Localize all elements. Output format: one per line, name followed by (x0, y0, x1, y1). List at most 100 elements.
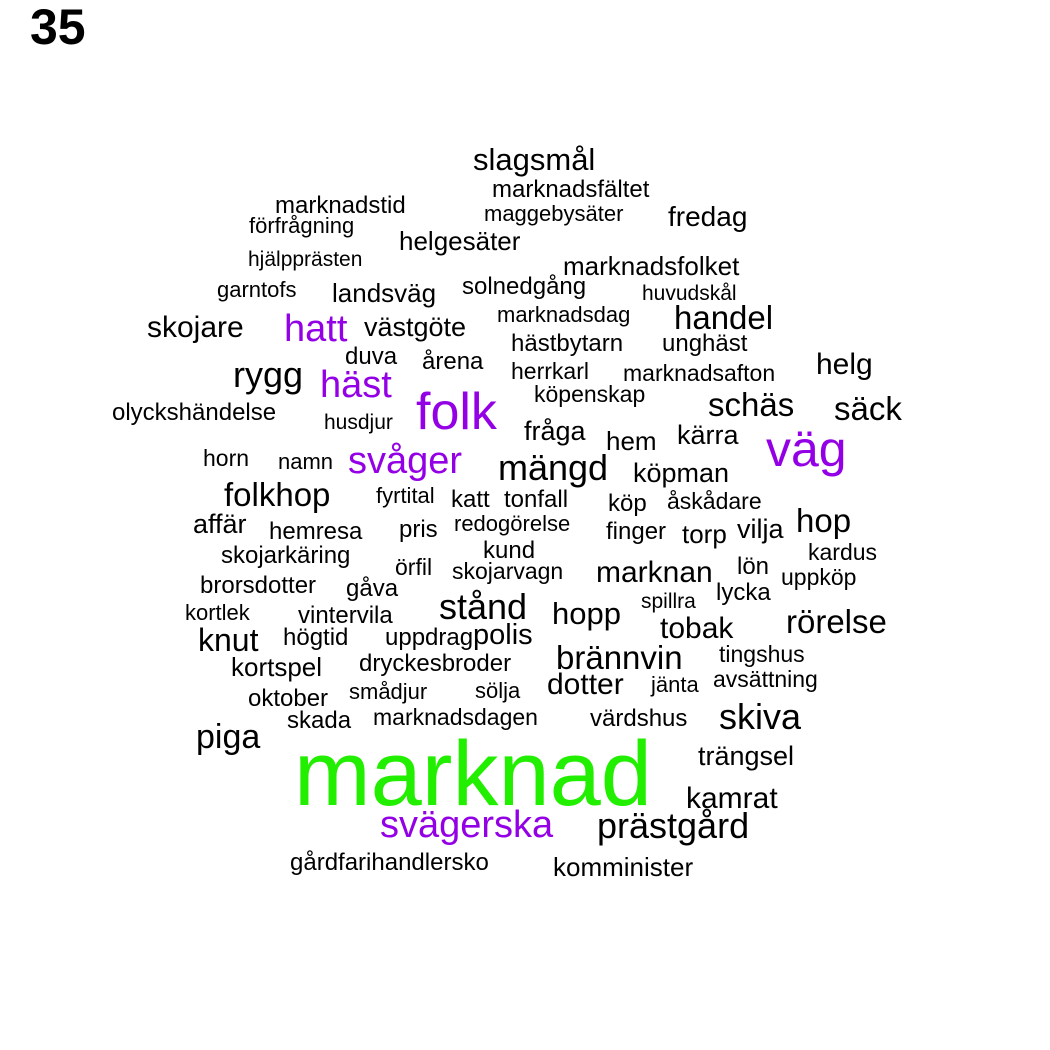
cloud-word: mängd (498, 447, 609, 488)
cloud-word: högtid (283, 624, 349, 651)
cloud-word: kortlek (185, 600, 250, 625)
cloud-word: rörelse (786, 603, 887, 640)
cloud-word: polis (473, 619, 533, 651)
cloud-word: tobak (660, 612, 734, 645)
cloud-word: marknadsfältet (492, 176, 650, 203)
cloud-word: kortspel (231, 652, 323, 682)
cloud-word: finger (606, 518, 667, 545)
cloud-word: oktober (248, 685, 329, 712)
cloud-word: gåva (346, 575, 399, 602)
cloud-word: stånd (439, 586, 528, 627)
cloud-word: vilja (737, 514, 784, 544)
cloud-word: tonfall (504, 486, 569, 513)
cloud-word: schäs (708, 386, 795, 423)
cloud-word: husdjur (324, 411, 393, 434)
cloud-word: katt (451, 486, 490, 513)
cloud-word: landsväg (332, 278, 437, 308)
cloud-word: affär (193, 509, 247, 539)
cloud-word: jänta (651, 672, 699, 697)
cloud-word: horn (203, 445, 250, 471)
cloud-word: hemresa (269, 518, 363, 545)
cloud-word: rygg (233, 354, 304, 395)
cloud-word: skada (287, 707, 352, 734)
cloud-word: fyrtital (376, 483, 435, 508)
cloud-word: västgöte (364, 312, 467, 342)
cloud-word: marknan (596, 556, 713, 589)
cloud-word: helgesäter (399, 226, 521, 256)
cloud-word: unghäst (662, 330, 748, 357)
cloud-word: marknadsafton (623, 360, 776, 386)
cloud-word: slagsmål (473, 142, 596, 177)
cloud-word: komminister (553, 852, 694, 882)
cloud-word: hatt (284, 308, 348, 350)
cloud-word: helg (816, 348, 873, 381)
cloud-word: väg (766, 421, 847, 477)
cloud-word: åskådare (667, 488, 762, 514)
cloud-word: knut (198, 622, 259, 658)
cloud-word: kamrat (686, 782, 778, 815)
cloud-word: skojarvagn (452, 558, 564, 584)
cloud-word: hem (606, 426, 657, 456)
cloud-word: kardus (808, 539, 878, 565)
cloud-word: örfil (395, 554, 433, 580)
cloud-word: spillra (641, 590, 696, 613)
cloud-word: redogörelse (454, 511, 571, 536)
cloud-word: dotter (547, 668, 624, 701)
cloud-word: uppdrag (385, 624, 474, 651)
cloud-word: årena (422, 348, 484, 375)
cloud-word: pris (399, 516, 438, 543)
cloud-word: avsättning (713, 666, 818, 692)
cloud-word: olyckshändelse (112, 399, 277, 426)
cloud-word: uppköp (781, 564, 857, 590)
page-number: 35 (30, 0, 86, 55)
cloud-word: förfrågning (249, 213, 355, 238)
cloud-word: trängsel (698, 741, 795, 771)
cloud-word: köpman (633, 458, 730, 488)
cloud-word: namn (278, 449, 334, 474)
cloud-word: köpenskap (534, 381, 646, 407)
cloud-word: prästgård (597, 805, 750, 846)
cloud-word: hjälpprästen (248, 248, 363, 271)
cloud-word: svägerska (380, 804, 554, 846)
cloud-word: handel (674, 299, 774, 336)
cloud-word: duva (345, 343, 398, 370)
cloud-word: lycka (716, 579, 771, 606)
cloud-word: folkhop (224, 476, 331, 513)
cloud-word: skiva (719, 696, 802, 737)
cloud-word: lön (737, 553, 770, 580)
cloud-word: dryckesbroder (359, 650, 512, 677)
cloud-word: säck (834, 390, 902, 427)
cloud-word: herrkarl (511, 358, 589, 384)
cloud-word: kärra (677, 420, 739, 450)
cloud-word: maggebysäter (484, 201, 624, 226)
cloud-word: tingshus (719, 641, 805, 667)
cloud-word: svåger (348, 440, 463, 482)
cloud-word: smådjur (349, 679, 428, 704)
cloud-word: marknad (294, 723, 652, 825)
cloud-word: brännvin (556, 639, 683, 676)
cloud-word: hästbytarn (511, 330, 624, 357)
cloud-word: köp (608, 490, 647, 517)
cloud-word: fråga (524, 416, 586, 446)
cloud-word: skojarkäring (221, 542, 351, 569)
cloud-word: marknadstid (275, 192, 406, 219)
cloud-word: kund (483, 537, 536, 564)
cloud-word: gårdfarihandlersko (290, 849, 489, 876)
cloud-word: värdshus (590, 705, 688, 732)
cloud-word: hop (796, 502, 852, 539)
cloud-word: marknadsdag (497, 302, 631, 327)
cloud-word: häst (320, 364, 392, 406)
cloud-word: garntofs (217, 277, 297, 302)
cloud-word: vintervila (298, 602, 393, 629)
cloud-word: marknadsdagen (373, 704, 538, 730)
cloud-word: torp (682, 519, 727, 549)
cloud-word: hopp (552, 596, 621, 631)
cloud-word: piga (196, 718, 261, 756)
cloud-word: solnedgång (462, 273, 587, 300)
cloud-word: fredag (668, 201, 748, 232)
cloud-word: marknadsfolket (563, 251, 740, 281)
cloud-word: folk (416, 383, 497, 441)
cloud-word: huvudskål (642, 282, 737, 305)
cloud-word: brorsdotter (200, 572, 317, 599)
